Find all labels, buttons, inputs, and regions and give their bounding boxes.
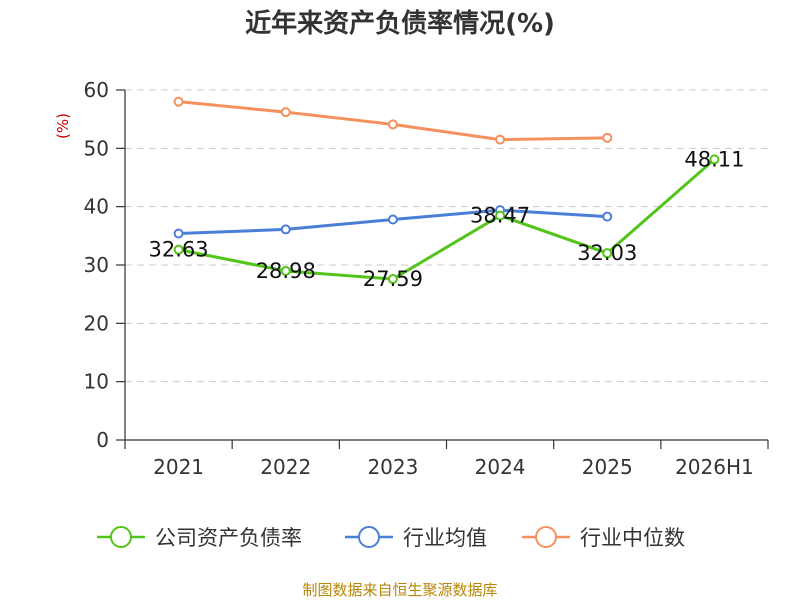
data-point[interactable] — [387, 274, 398, 285]
series-lines — [173, 96, 720, 285]
x-tick-label: 2025 — [582, 455, 633, 479]
data-point[interactable] — [280, 224, 291, 235]
legend-label: 公司资产负债率 — [155, 526, 302, 550]
data-point[interactable] — [173, 244, 184, 255]
legend-marker — [110, 526, 132, 548]
data-label: 48.11 — [684, 147, 744, 171]
legend-item[interactable]: 行业均值 — [345, 526, 487, 550]
data-label: 38.47 — [470, 204, 530, 228]
data-point[interactable] — [709, 154, 720, 165]
chart-title: 近年来资产负债率情况(%) — [245, 8, 555, 39]
y-tick-label: 50 — [84, 136, 109, 160]
y-tick-label: 40 — [84, 195, 109, 219]
y-tick-label: 30 — [84, 253, 109, 277]
x-tick-label: 2026H1 — [675, 455, 754, 479]
x-tick-label: 2023 — [367, 455, 418, 479]
data-point[interactable] — [387, 214, 398, 225]
data-label: 27.59 — [363, 267, 423, 291]
y-tick-label: 60 — [84, 78, 109, 102]
data-point[interactable] — [602, 132, 613, 143]
y-axis-unit: (%) — [54, 113, 72, 139]
data-point[interactable] — [495, 134, 506, 145]
grid-lines — [125, 89, 768, 383]
data-point[interactable] — [173, 96, 184, 107]
source-note: 制图数据来自恒生聚源数据库 — [302, 581, 497, 599]
data-point[interactable] — [602, 211, 613, 222]
data-label: 32.03 — [577, 241, 637, 265]
y-tick-label: 20 — [84, 311, 109, 335]
data-point[interactable] — [495, 210, 506, 221]
legend-marker — [535, 526, 557, 548]
data-point[interactable] — [173, 228, 184, 239]
data-label: 32.63 — [149, 238, 209, 262]
legend-marker — [358, 526, 380, 548]
data-labels: 32.63 28.98 27.59 38.47 32.03 48.11 — [149, 147, 745, 291]
data-point[interactable] — [280, 265, 291, 276]
data-point[interactable] — [387, 119, 398, 130]
legend[interactable]: 公司资产负债率 行业均值 行业中位数 — [97, 526, 685, 550]
x-tick-label: 2021 — [153, 455, 204, 479]
data-point[interactable] — [280, 107, 291, 118]
legend-item[interactable]: 公司资产负债率 — [97, 526, 302, 550]
legend-label: 行业中位数 — [580, 526, 685, 550]
legend-label: 行业均值 — [403, 526, 487, 550]
series-line — [178, 158, 716, 281]
x-tick-label: 2024 — [475, 455, 526, 479]
y-tick-label: 10 — [84, 370, 109, 394]
data-label: 28.98 — [256, 259, 316, 283]
y-tick-label: 0 — [96, 428, 109, 452]
data-point[interactable] — [602, 248, 613, 259]
axes: 0 10 20 30 40 50 60 2021 2022 2023 2024 2025 2026H1 — [84, 78, 769, 479]
legend-item[interactable]: 行业中位数 — [522, 526, 685, 550]
x-tick-label: 2022 — [260, 455, 311, 479]
